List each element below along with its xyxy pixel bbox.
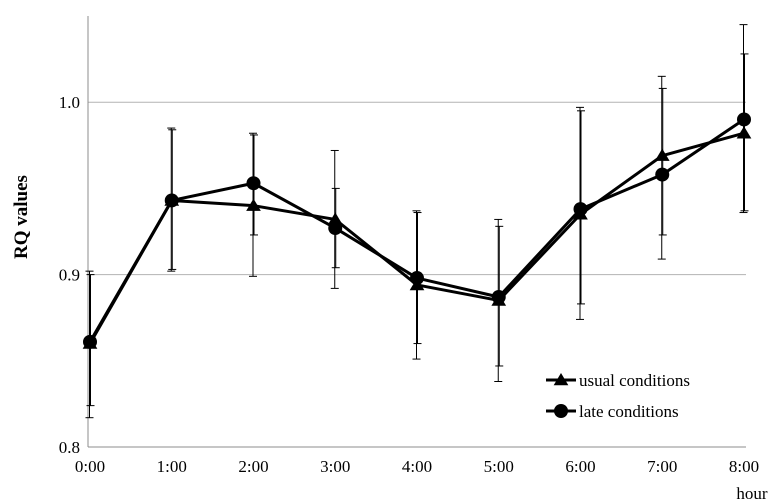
error-bars (85, 24, 749, 419)
data-point-circle (737, 112, 751, 127)
x-tick-label: 0:00 (75, 457, 105, 476)
data-point-circle (491, 290, 506, 305)
data-point-triangle (654, 148, 670, 161)
data-point-triangle (327, 212, 343, 225)
data-point-triangle (736, 126, 752, 139)
legend-label: late conditions (579, 402, 679, 421)
x-tick-label: 7:00 (647, 457, 677, 476)
legend: usual conditions late conditions (546, 371, 690, 421)
y-axis-title: RQ values (11, 175, 32, 259)
x-tick-label: 2:00 (238, 457, 268, 476)
tick-labels: 0.8 0.9 1.0 0:00 1:00 2:00 3:00 4:00 5:00 6:00 7:0… (59, 93, 759, 476)
y-tick-label: 1.0 (59, 93, 80, 112)
legend-marker-circle (554, 404, 568, 418)
data-point-circle (410, 271, 424, 286)
x-tick-label: 3:00 (320, 457, 350, 476)
data-point-circle (655, 167, 670, 182)
data-point-circle (328, 221, 343, 236)
x-tick-label: 4:00 (402, 457, 432, 476)
legend-label: usual conditions (579, 371, 690, 390)
data-point-triangle (246, 198, 261, 211)
legend-marker-triangle (553, 373, 569, 386)
y-tick-label: 0.8 (59, 438, 80, 457)
data-point-circle (573, 202, 588, 217)
data-point-circle (246, 176, 261, 191)
y-tick-label: 0.9 (59, 266, 80, 285)
x-tick-label: 5:00 (484, 457, 514, 476)
x-axis-unit-label: hour (736, 484, 768, 502)
x-tick-label: 6:00 (565, 457, 595, 476)
x-tick-label: 8:00 (729, 457, 759, 476)
series-markers (82, 112, 752, 349)
data-point-circle (164, 193, 179, 208)
axes (87, 16, 746, 448)
x-tick-label: 1:00 (157, 457, 187, 476)
data-point-circle (83, 334, 97, 349)
